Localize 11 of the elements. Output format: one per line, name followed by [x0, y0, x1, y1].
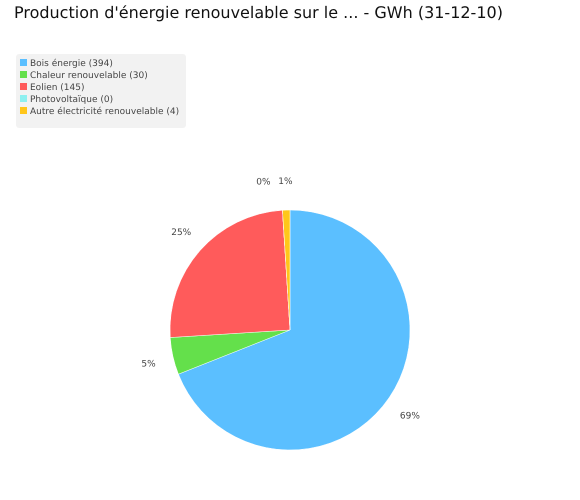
- legend-label: Eolien (145): [30, 83, 84, 93]
- data-label: 5%: [141, 360, 156, 370]
- data-label: 25%: [171, 228, 192, 238]
- data-label: 69%: [400, 411, 420, 422]
- legend-label: Bois énergie (394): [30, 58, 113, 69]
- text: 0%: [256, 177, 271, 188]
- legend-label: Autre électricité renouvelable (4): [30, 106, 180, 117]
- legend-label: Chaleur renouvelable (30): [30, 71, 148, 81]
- chart-title: Production d'énergie renouvelable sur le ... - GWh (31-12-10): [14, 3, 503, 22]
- legend-label: Photovoltaïque (0): [30, 95, 114, 105]
- data-label: 1%: [278, 177, 294, 188]
